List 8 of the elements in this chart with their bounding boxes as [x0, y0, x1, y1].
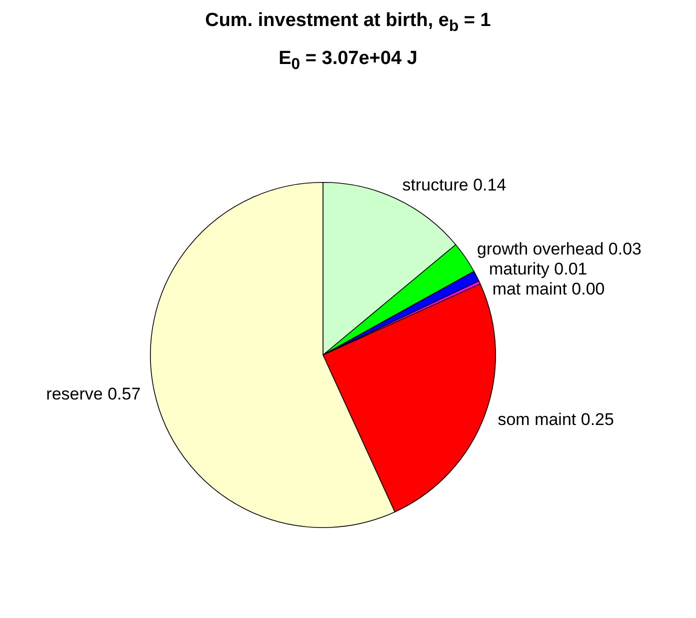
slice-label: maturity 0.01: [488, 259, 588, 278]
slice-label: som maint 0.25: [498, 410, 614, 430]
slice-label: growth overhead 0.03: [477, 239, 642, 258]
slice-label: reserve 0.57: [46, 384, 141, 404]
chart-subtitle: E$_{0}$ = 3.07e+04 J: [278, 48, 418, 74]
slice-label: structure 0.14: [402, 176, 506, 195]
slice-label: mat maint 0.00: [492, 279, 605, 298]
chart-title: Cum. investment at birth, e$_{b}$ = 1: [204, 10, 492, 36]
